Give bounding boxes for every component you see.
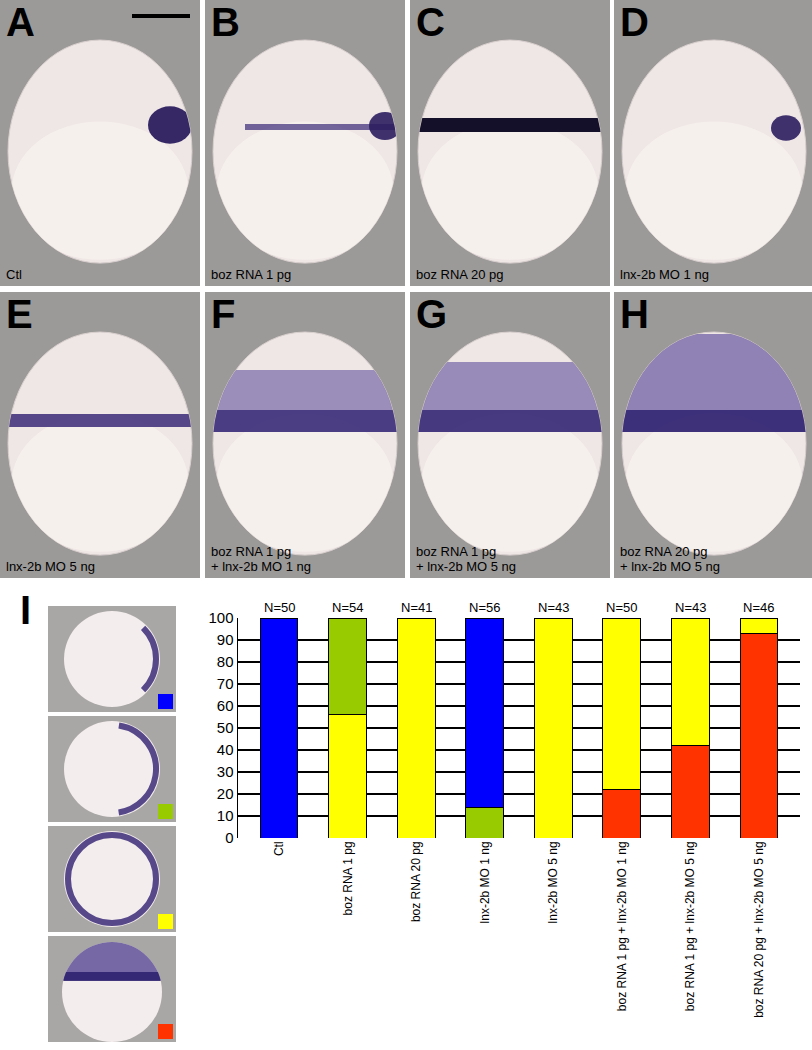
html-text:boz RNA 20 pg: boz RNA 20 pg — [620, 544, 708, 559]
svg-text:boz RNA 1 pg + lnx-2b MO 5 ng: boz RNA 1 pg + lnx-2b MO 5 ng — [683, 841, 697, 1011]
html-text:boz RNA 20 pg: boz RNA 20 pg — [416, 267, 504, 282]
svg-text:lnx-2b MO 5 ng: lnx-2b MO 5 ng — [546, 841, 560, 923]
svg-text:N=43: N=43 — [538, 600, 569, 615]
html-text:H: H — [620, 292, 649, 336]
html-text:+ lnx-2b MO 5 ng: + lnx-2b MO 5 ng — [620, 559, 721, 574]
svg-text:80: 80 — [217, 653, 234, 670]
html-text:D: D — [620, 0, 649, 44]
svg-text:70: 70 — [217, 675, 234, 692]
svg-text:N=41: N=41 — [401, 600, 432, 615]
svg-text:N=54: N=54 — [332, 600, 363, 615]
svg-text:N=46: N=46 — [743, 600, 774, 615]
html-text:F: F — [211, 292, 236, 336]
svg-text:boz RNA 20 pg + lnx-2b MO 5 ng: boz RNA 20 pg + lnx-2b MO 5 ng — [752, 841, 766, 1017]
svg-text:50: 50 — [217, 719, 234, 736]
svg-text:60: 60 — [217, 697, 234, 714]
svg-text:Ctl: Ctl — [272, 841, 286, 856]
svg-text:N=50: N=50 — [264, 600, 295, 615]
html-text:lnx-2b MO 5 ng: lnx-2b MO 5 ng — [6, 559, 95, 574]
svg-text:boz RNA 20 pg: boz RNA 20 pg — [409, 841, 423, 922]
html-text:B: B — [211, 0, 240, 44]
svg-text:30: 30 — [217, 763, 234, 780]
html-text:C: C — [416, 0, 445, 44]
svg-text:boz RNA 1 pg + lnx-2b MO 1 ng: boz RNA 1 pg + lnx-2b MO 1 ng — [615, 841, 629, 1011]
svg-text:0: 0 — [225, 829, 233, 846]
svg-text:10: 10 — [217, 807, 234, 824]
svg-text:20: 20 — [217, 785, 234, 802]
html-text:+ lnx-2b MO 5 ng: + lnx-2b MO 5 ng — [416, 559, 517, 574]
svg-text:N=50: N=50 — [606, 600, 637, 615]
svg-text:lnx-2b MO 1 ng: lnx-2b MO 1 ng — [478, 841, 492, 923]
html-text:boz RNA 1 pg: boz RNA 1 pg — [416, 544, 497, 559]
html-text:lnx-2b MO 1 ng: lnx-2b MO 1 ng — [620, 267, 709, 282]
html-text:boz RNA 1 pg: boz RNA 1 pg — [211, 267, 292, 282]
html-text:Ctl: Ctl — [6, 267, 22, 282]
html-text:G: G — [416, 292, 448, 336]
svg-text:40: 40 — [217, 741, 234, 758]
svg-text:100: 100 — [208, 609, 233, 626]
svg-text:N=43: N=43 — [675, 600, 706, 615]
html-text:boz RNA 1 pg: boz RNA 1 pg — [211, 544, 292, 559]
html-text:E: E — [6, 292, 33, 336]
html-text:+ lnx-2b MO 1 ng: + lnx-2b MO 1 ng — [211, 559, 312, 574]
html-text:A: A — [6, 0, 35, 44]
svg-text:90: 90 — [217, 631, 234, 648]
html-text:I: I — [20, 588, 32, 632]
svg-text:N=56: N=56 — [469, 600, 500, 615]
svg-text:boz RNA 1 pg: boz RNA 1 pg — [341, 841, 355, 915]
